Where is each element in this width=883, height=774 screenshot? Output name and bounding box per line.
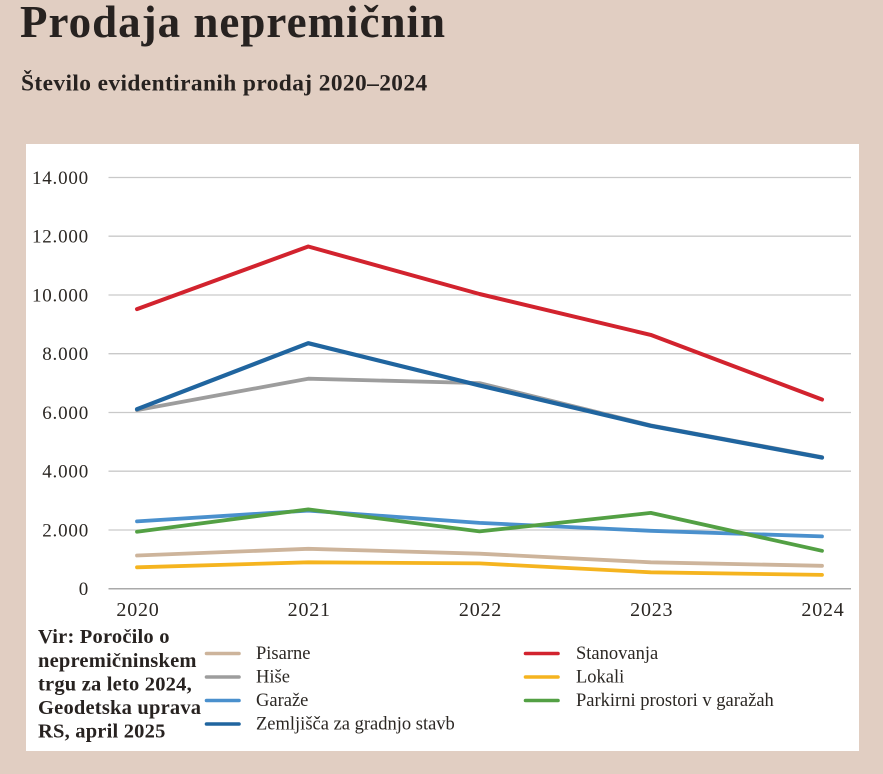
svg-text:Pisarne: Pisarne	[256, 644, 310, 664]
svg-text:Parkirni prostori v garažah: Parkirni prostori v garažah	[576, 691, 774, 711]
svg-text:2024: 2024	[801, 599, 844, 621]
svg-text:Garaže: Garaže	[256, 691, 308, 711]
svg-text:0: 0	[79, 579, 89, 600]
svg-text:Hiše: Hiše	[256, 668, 290, 688]
svg-text:2023: 2023	[630, 599, 673, 621]
svg-text:Število evidentiranih prodaj 2: Število evidentiranih prodaj 2020–2024	[21, 70, 428, 97]
svg-text:4.000: 4.000	[42, 462, 89, 483]
svg-text:2020: 2020	[116, 599, 159, 621]
svg-text:Lokali: Lokali	[576, 668, 624, 688]
svg-text:8.000: 8.000	[42, 344, 89, 365]
svg-text:Vir: Poročilo o: Vir: Poročilo o	[38, 626, 170, 648]
svg-text:12.000: 12.000	[32, 227, 89, 248]
svg-text:Stanovanja: Stanovanja	[576, 644, 658, 664]
svg-text:trgu za leto 2024,: trgu za leto 2024,	[38, 673, 192, 695]
svg-text:6.000: 6.000	[42, 403, 89, 424]
svg-text:14.000: 14.000	[32, 168, 89, 189]
svg-text:Zemljišča za gradnjo stavb: Zemljišča za gradnjo stavb	[256, 715, 455, 735]
svg-text:2022: 2022	[459, 599, 502, 621]
svg-text:Prodaja nepremičnin: Prodaja nepremičnin	[20, 0, 446, 47]
svg-text:2021: 2021	[288, 599, 331, 621]
svg-text:Geodetska uprava: Geodetska uprava	[38, 697, 201, 719]
svg-text:10.000: 10.000	[32, 285, 89, 306]
svg-text:2.000: 2.000	[42, 520, 89, 541]
svg-text:nepremičninskem: nepremičninskem	[38, 650, 197, 672]
svg-text:RS, april 2025: RS, april 2025	[38, 721, 166, 743]
